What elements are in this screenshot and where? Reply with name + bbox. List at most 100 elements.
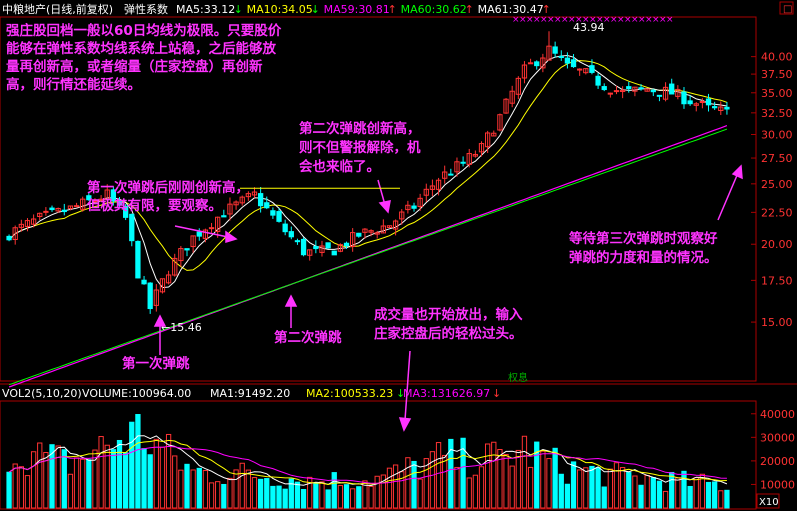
volume-bar — [80, 458, 86, 509]
volume-bar — [687, 485, 693, 509]
volume-bar — [509, 465, 515, 509]
ma-readout: MA59:30.81 — [324, 3, 390, 16]
candle-body — [497, 114, 503, 131]
volume-bar — [331, 472, 337, 509]
candle-body — [411, 205, 417, 209]
volume-bar — [61, 449, 67, 509]
candle-body — [227, 203, 233, 215]
volume-tick-label: 40000 — [760, 408, 795, 421]
candle-body — [282, 223, 288, 233]
volume-ma2-line — [8, 439, 727, 486]
ma-readout-arrow: ↓ — [234, 3, 243, 16]
volume-bar — [374, 475, 380, 509]
svg-text:第一次弹跳后刚刚创新高，: 第一次弹跳后刚刚创新高， — [87, 179, 249, 196]
volume-bar — [86, 459, 92, 509]
candle-body — [570, 59, 577, 68]
candle-body — [595, 75, 601, 86]
candle-body — [55, 208, 61, 212]
candle-body — [110, 189, 117, 202]
rights-cross-marker: × — [561, 15, 569, 25]
volume-bar — [221, 483, 227, 509]
ma59-line — [8, 125, 728, 388]
candle-body — [178, 248, 184, 262]
volume-bar — [613, 462, 620, 509]
volume-bar — [294, 481, 301, 509]
ma-readout: MA5:33.12 — [176, 3, 235, 16]
candle-body — [73, 205, 80, 208]
volume-bar — [257, 478, 264, 509]
volume-bar — [564, 483, 571, 509]
candle-body — [589, 65, 595, 73]
volume-bar — [442, 454, 448, 509]
volume-bar — [656, 480, 663, 509]
ma10-line — [8, 60, 728, 271]
volume-bar — [601, 486, 607, 509]
candle-body — [583, 68, 589, 74]
volume-bar — [558, 473, 564, 509]
volume-bar — [472, 474, 479, 509]
volume-bar — [368, 485, 374, 509]
price-tick-label: 35.00 — [761, 87, 793, 100]
volume-bar — [135, 414, 141, 509]
rights-cross-marker: × — [638, 15, 646, 25]
first-bounce-label: 第一次弹跳 — [122, 355, 190, 372]
volume-bar — [276, 485, 282, 509]
candle-body — [245, 193, 252, 198]
volume-bar — [429, 451, 436, 509]
candle-body — [190, 235, 196, 248]
rights-cross-marker: × — [575, 15, 583, 25]
candle-body — [638, 87, 644, 90]
svg-text:庄家控盘后的轻松过头。: 庄家控盘后的轻松过头。 — [374, 325, 523, 342]
volume-indicator-label: VOL2(5,10,20) — [2, 387, 82, 400]
candle-body — [288, 231, 294, 238]
candle-body — [184, 248, 190, 251]
volume-bar — [37, 442, 43, 509]
rights-cross-marker: × — [554, 15, 562, 25]
volume-bar — [392, 464, 399, 509]
svg-text:但极其有限，要观察。: 但极其有限，要观察。 — [86, 197, 222, 214]
volume-bar — [141, 448, 147, 509]
candle-body — [270, 210, 276, 216]
volume-bar — [380, 474, 386, 509]
candle-body — [343, 242, 350, 247]
svg-text:第二次弹跳创新高，: 第二次弹跳创新高， — [299, 120, 421, 137]
ma-readout-arrow: ↑ — [542, 3, 551, 16]
volume-bar — [43, 452, 49, 509]
candle-body — [503, 98, 509, 114]
volume-bar — [435, 442, 442, 509]
candle-body — [331, 250, 337, 256]
volume-bar — [55, 445, 61, 509]
volume-bar — [264, 478, 270, 509]
candle-body — [577, 68, 583, 71]
rights-cross-marker: × — [659, 15, 667, 25]
volume-bar — [282, 488, 288, 509]
candle-body — [460, 161, 466, 164]
volume-bar — [632, 475, 638, 509]
candle-body — [80, 198, 86, 210]
volume-bar — [497, 449, 503, 509]
price-tick-label: 40.00 — [761, 51, 793, 64]
volume-bar — [712, 481, 718, 509]
volume-bar — [675, 477, 681, 509]
svg-text:强庄股回档一般以60日均线为极限。只要股价: 强庄股回档一般以60日均线为极限。只要股价 — [6, 22, 282, 39]
volume-bar — [165, 433, 172, 509]
annotation-top: 强庄股回档一般以60日均线为极限。只要股价 能够在弹性系数均线系统上站稳，之后能… — [6, 22, 282, 93]
volume-bar — [705, 481, 712, 509]
volume-bar — [251, 477, 258, 509]
candle-body — [632, 86, 638, 92]
candle-body — [552, 46, 558, 54]
candle-body — [724, 106, 730, 110]
rights-cross-marker: × — [610, 15, 618, 25]
candle-body — [104, 189, 110, 201]
rights-cross-marker: × — [519, 15, 527, 25]
candle-body — [392, 220, 399, 230]
candle-body — [239, 196, 245, 204]
volume-bar — [448, 438, 454, 509]
minimize-button[interactable]: □ — [779, 1, 794, 15]
candle-body — [521, 64, 528, 79]
candle-body — [705, 98, 712, 106]
candle-body — [712, 106, 718, 109]
svg-text:高，则行情还能延续。: 高，则行情还能延续。 — [6, 76, 141, 93]
volume-bar — [184, 463, 190, 509]
volume-bar — [98, 436, 104, 509]
